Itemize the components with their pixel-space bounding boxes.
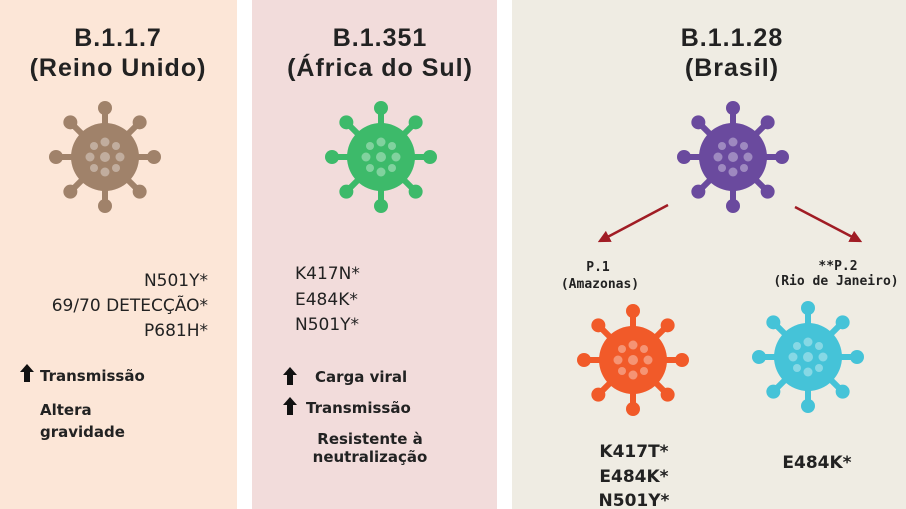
subtitle: (África do Sul) bbox=[287, 53, 473, 82]
mutation: N501Y* bbox=[144, 271, 208, 291]
virus-icon bbox=[577, 304, 689, 416]
title: B.1.1.28 bbox=[681, 24, 784, 52]
arrow bbox=[597, 203, 669, 243]
effect: Altera bbox=[40, 401, 92, 419]
mutation: E484K* bbox=[295, 290, 358, 310]
mutation: N501Y* bbox=[295, 315, 359, 335]
mutation: E484K* bbox=[782, 453, 851, 473]
arrow bbox=[794, 205, 863, 243]
effect: Resistente à bbox=[317, 430, 422, 448]
panel bbox=[0, 0, 237, 509]
effect: Transmissão bbox=[40, 367, 145, 385]
title: B.1.351 bbox=[333, 24, 428, 52]
virus-icon bbox=[49, 101, 161, 213]
effect: Carga viral bbox=[315, 368, 407, 386]
mutation: 69/70 DETECÇÃO* bbox=[52, 294, 208, 316]
effect: Transmissão bbox=[306, 399, 411, 417]
effect: gravidade bbox=[40, 423, 125, 441]
mutation: P681H* bbox=[144, 321, 208, 341]
panel bbox=[252, 0, 497, 509]
lineage-region: (Amazonas) bbox=[561, 277, 639, 292]
mutation: E484K* bbox=[599, 467, 668, 487]
virus-icon bbox=[677, 101, 789, 213]
effect: neutralização bbox=[313, 448, 428, 466]
mutation: N501Y* bbox=[599, 491, 670, 509]
lineage-name: P.1 bbox=[586, 260, 610, 275]
mutation: K417T* bbox=[599, 442, 668, 462]
lineage-name: **P.2 bbox=[818, 259, 857, 274]
mutation: K417N* bbox=[295, 264, 360, 284]
panel bbox=[512, 0, 906, 509]
virus-icon bbox=[325, 101, 437, 213]
virus-icon bbox=[752, 301, 864, 413]
lineage-region: (Rio de Janeiro) bbox=[773, 274, 898, 289]
subtitle: (Brasil) bbox=[685, 54, 779, 82]
title: B.1.1.7 bbox=[74, 24, 162, 52]
subtitle: (Reino Unido) bbox=[30, 54, 207, 82]
